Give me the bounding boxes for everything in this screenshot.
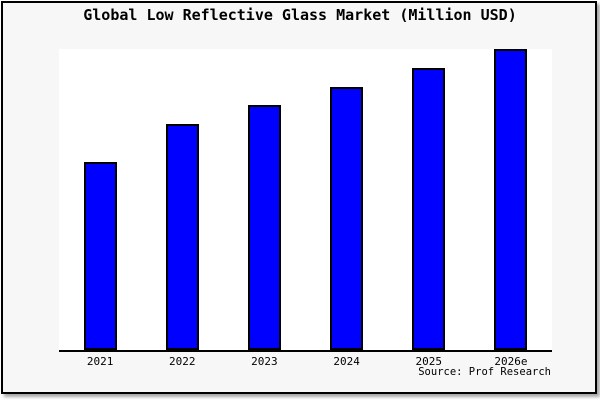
source-credit: Source: Prof Research: [418, 366, 551, 378]
x-tick-label-2022: 2022: [169, 355, 196, 368]
bar-2026e: [494, 49, 528, 350]
bar-2023: [247, 105, 281, 350]
x-tick-label-2024: 2024: [333, 355, 360, 368]
bar-slot-2024: [306, 49, 388, 350]
x-tick-label-2021: 2021: [86, 355, 114, 368]
x-tick-label-2026e: 2026e: [494, 355, 528, 368]
bar-2022: [165, 124, 199, 350]
bar-2025: [412, 68, 446, 350]
bar-2024: [330, 87, 364, 350]
bar-2021: [83, 162, 117, 350]
bar-slot-2023: [223, 49, 305, 350]
bar-slot-2021: [59, 49, 141, 350]
chart-title: Global Low Reflective Glass Market (Mill…: [83, 6, 517, 24]
x-tick-label-2025: 2025: [415, 355, 443, 368]
x-axis-labels: 2021 2022 2023 2024 2025 2026e: [59, 355, 552, 368]
bar-slot-2026e: [470, 49, 552, 350]
bar-slot-2022: [141, 49, 223, 350]
bar-slot-2025: [388, 49, 470, 350]
x-tick-label-2023: 2023: [251, 355, 278, 368]
plot-area: [59, 49, 552, 352]
